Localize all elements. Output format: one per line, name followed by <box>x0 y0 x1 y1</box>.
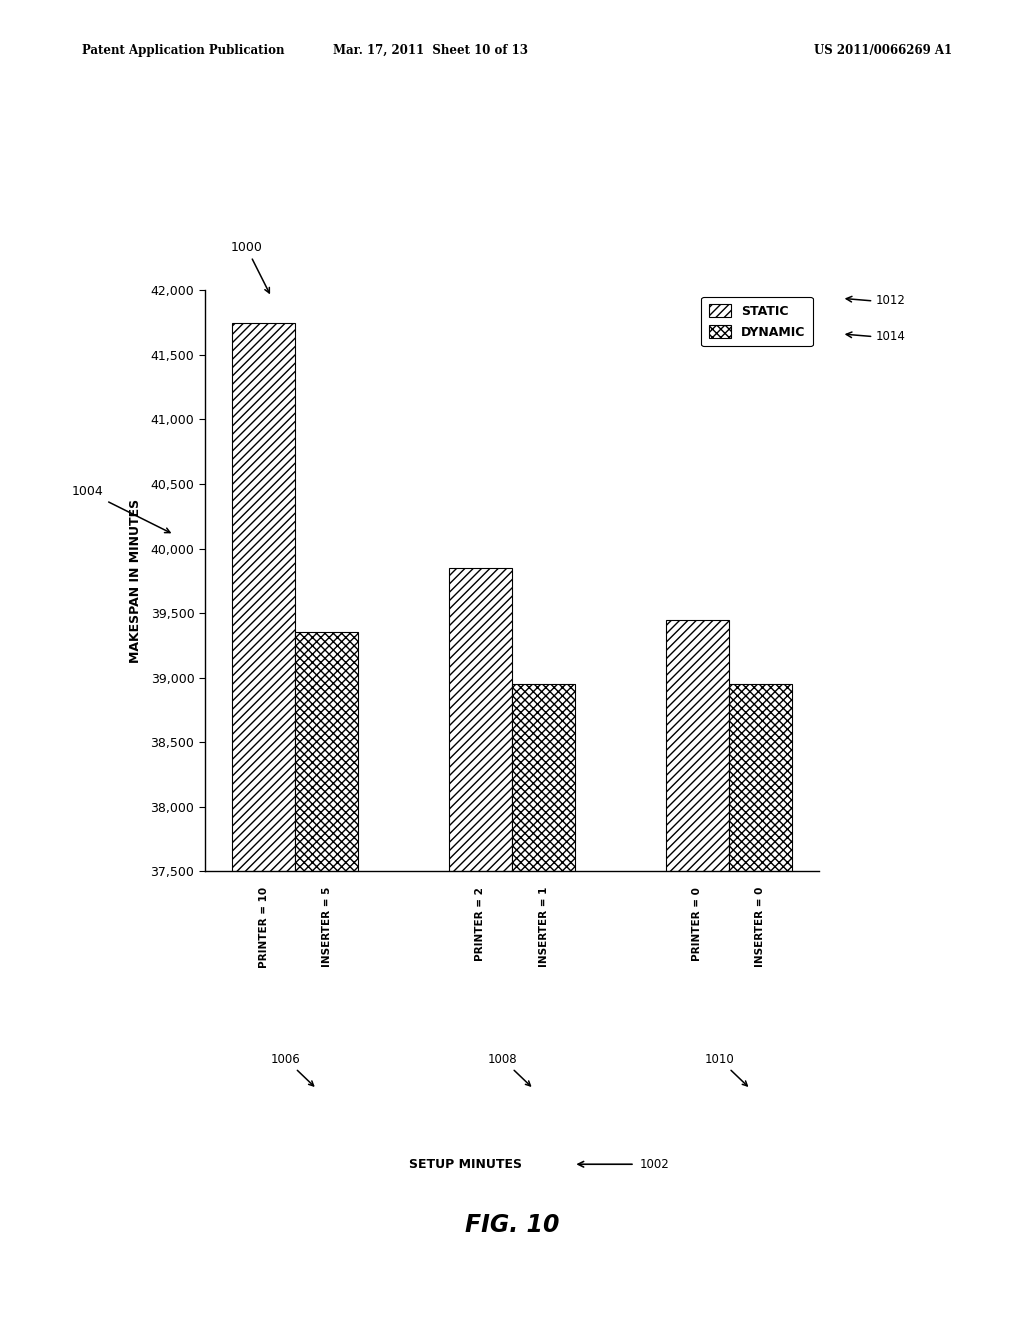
Text: 1012: 1012 <box>876 294 905 308</box>
Bar <box>512 684 575 1320</box>
Text: 1000: 1000 <box>230 240 269 293</box>
Bar <box>295 632 358 1320</box>
Text: 1006: 1006 <box>270 1052 313 1086</box>
Text: Patent Application Publication: Patent Application Publication <box>82 44 285 57</box>
Text: 1008: 1008 <box>487 1052 530 1086</box>
Bar <box>449 568 512 1320</box>
Bar <box>729 684 793 1320</box>
Legend: STATIC, DYNAMIC: STATIC, DYNAMIC <box>701 297 813 346</box>
Text: INSERTER = 0: INSERTER = 0 <box>756 887 766 968</box>
Text: 1002: 1002 <box>640 1158 670 1171</box>
Text: PRINTER = 0: PRINTER = 0 <box>692 887 702 961</box>
Bar <box>231 322 295 1320</box>
Text: 1014: 1014 <box>876 330 905 343</box>
Text: PRINTER = 10: PRINTER = 10 <box>258 887 268 968</box>
Text: US 2011/0066269 A1: US 2011/0066269 A1 <box>814 44 952 57</box>
Y-axis label: MAKESPAN IN MINUTES: MAKESPAN IN MINUTES <box>129 499 142 663</box>
Text: 1010: 1010 <box>705 1052 748 1086</box>
Text: PRINTER = 2: PRINTER = 2 <box>475 887 485 961</box>
Text: INSERTER = 5: INSERTER = 5 <box>322 887 332 968</box>
Text: Mar. 17, 2011  Sheet 10 of 13: Mar. 17, 2011 Sheet 10 of 13 <box>333 44 527 57</box>
Bar <box>666 619 729 1320</box>
Text: INSERTER = 1: INSERTER = 1 <box>539 887 549 968</box>
Text: FIG. 10: FIG. 10 <box>465 1213 559 1237</box>
Text: 1004: 1004 <box>72 484 170 532</box>
Text: SETUP MINUTES: SETUP MINUTES <box>410 1158 522 1171</box>
